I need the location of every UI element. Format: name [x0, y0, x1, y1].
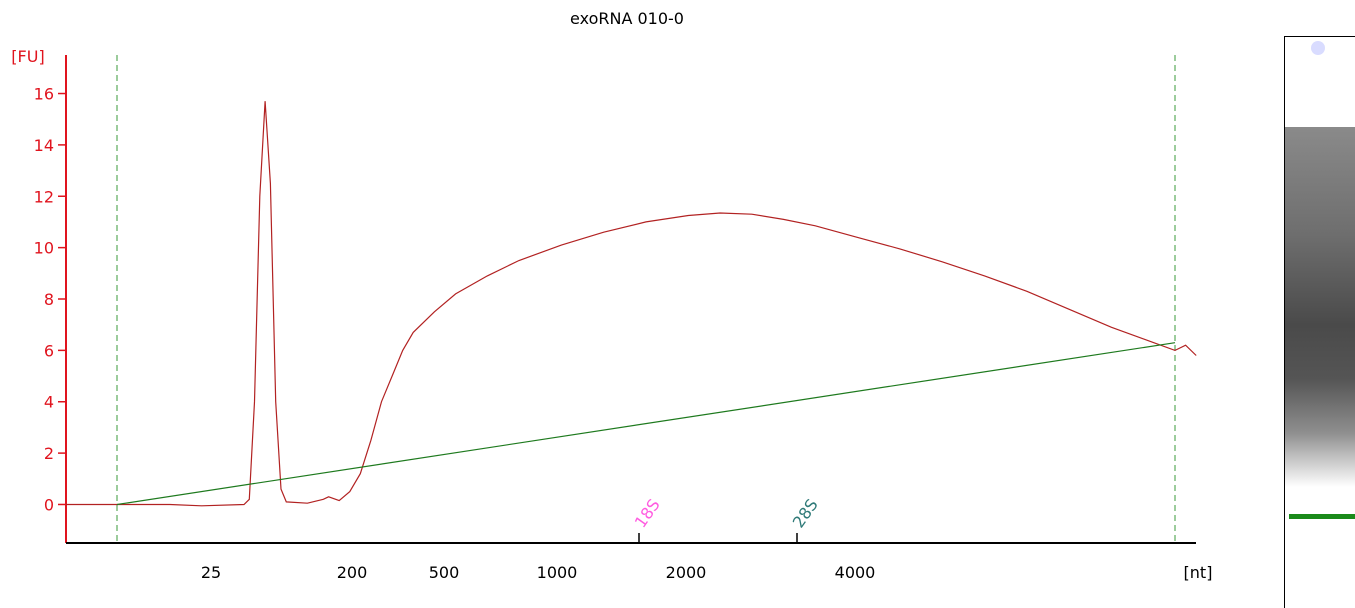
x-tick-label: 2000 [666, 563, 707, 582]
gel-image [1284, 36, 1355, 608]
y-tick-label: 6 [44, 341, 54, 360]
ladder-markers: 18S 28S [631, 495, 822, 543]
y-axis-label: [FU] [11, 47, 44, 66]
marker-label-28s: 28S [789, 495, 822, 531]
y-tick-label: 10 [34, 239, 54, 258]
y-tick-label: 8 [44, 290, 54, 309]
sample-trace [66, 101, 1197, 507]
x-axis-label: [nt] [1184, 563, 1213, 582]
x-tick-label: 200 [337, 563, 368, 582]
x-tick-label: 4000 [835, 563, 876, 582]
y-tick-label: 2 [44, 444, 54, 463]
chart-title: exoRNA 010-0 [570, 9, 684, 28]
y-tick-label: 16 [34, 85, 54, 104]
x-tick-label: 25 [201, 563, 221, 582]
x-tick-label: 1000 [537, 563, 578, 582]
y-tick-label: 0 [44, 495, 54, 514]
gel-smear [1285, 127, 1355, 487]
marker-label-18s: 18S [631, 495, 664, 531]
y-tick-label: 12 [34, 187, 54, 206]
y-axis: 0 2 4 6 8 10 12 14 16 [34, 55, 67, 543]
y-tick-label: 4 [44, 393, 54, 412]
baseline-trace [116, 342, 1176, 506]
series-lines [66, 101, 1197, 507]
x-tick-label: 500 [429, 563, 460, 582]
x-axis: 25 200 500 1000 2000 4000 [66, 55, 1196, 582]
gel-marker-band [1289, 514, 1355, 519]
y-tick-label: 14 [34, 136, 54, 155]
gel-well-spot [1311, 41, 1325, 55]
